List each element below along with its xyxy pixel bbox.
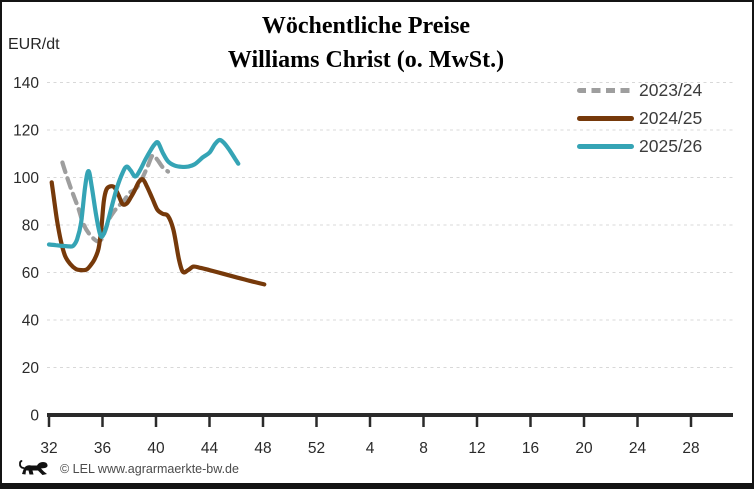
x-tick-label-44: 44 bbox=[201, 440, 219, 457]
y-tick-label-80: 80 bbox=[22, 218, 40, 235]
y-tick-label-120: 120 bbox=[13, 123, 39, 140]
x-tick-label-24: 24 bbox=[629, 440, 647, 457]
legend-label-2025-26: 2025/26 bbox=[639, 135, 703, 156]
title-block: Wöchentliche Preise Williams Christ (o. … bbox=[0, 9, 732, 77]
y-tick-label-20: 20 bbox=[22, 360, 40, 377]
legend-line-sample-teal bbox=[577, 143, 634, 149]
legend-item-2024-25: 2024/25 bbox=[577, 104, 702, 132]
x-tick-label-20: 20 bbox=[575, 440, 593, 457]
x-tick-label-16: 16 bbox=[522, 440, 539, 457]
y-tick-label-100: 100 bbox=[13, 170, 39, 187]
legend-line-sample-dashed bbox=[577, 87, 634, 93]
series-line-2025-26 bbox=[46, 137, 241, 249]
lel-lion-logo bbox=[19, 460, 48, 475]
legend-label-2024-25: 2024/25 bbox=[639, 107, 703, 128]
legend: 2023/24 2024/25 2025/26 bbox=[577, 76, 702, 160]
x-tick-label-52: 52 bbox=[308, 440, 325, 457]
footer-credit: © LEL www.agrarmaerkte-bw.de bbox=[60, 462, 239, 476]
footer: © LEL www.agrarmaerkte-bw.de bbox=[0, 455, 754, 483]
y-tick-label-40: 40 bbox=[22, 313, 40, 330]
chart-subtitle: Williams Christ (o. MwSt.) bbox=[227, 47, 505, 73]
series-line-2024-25 bbox=[49, 177, 267, 287]
legend-label-2023-24: 2023/24 bbox=[639, 79, 703, 100]
x-tick-label-32: 32 bbox=[40, 440, 57, 457]
x-tick-label-4: 4 bbox=[366, 440, 375, 457]
legend-item-2023-24: 2023/24 bbox=[577, 76, 702, 104]
x-tick-label-8: 8 bbox=[419, 440, 428, 457]
y-tick-label-140: 140 bbox=[13, 75, 39, 92]
y-axis-unit-label: EUR/dt bbox=[8, 36, 60, 53]
x-tick-label-48: 48 bbox=[254, 440, 271, 457]
x-tick-label-28: 28 bbox=[682, 440, 699, 457]
x-tick-label-36: 36 bbox=[94, 440, 111, 457]
x-tick-label-12: 12 bbox=[468, 440, 485, 457]
x-tick-label-40: 40 bbox=[147, 440, 165, 457]
y-tick-label-0: 0 bbox=[30, 408, 39, 425]
y-tick-label-60: 60 bbox=[22, 265, 40, 282]
chart-title: Wöchentliche Preise bbox=[261, 13, 471, 39]
legend-line-sample-brown bbox=[577, 115, 634, 121]
legend-item-2025-26: 2025/26 bbox=[577, 132, 702, 160]
